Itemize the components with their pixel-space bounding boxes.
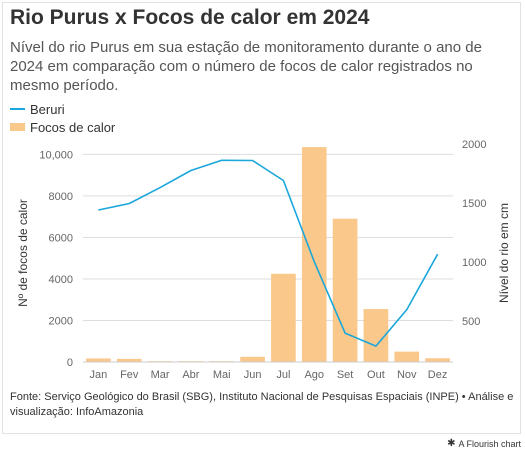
x-tick-label: Dez — [428, 369, 448, 381]
y-left-tick-label: 10,000 — [39, 149, 73, 161]
y-right-axis-title: Nível do rio em cm — [497, 203, 511, 303]
source-note: Fonte: Serviço Geológico do Brasil (SBG)… — [10, 391, 514, 418]
x-tick-label: Fev — [120, 369, 139, 381]
legend-swatch-bar — [10, 123, 25, 131]
x-tick-label: Jun — [244, 369, 262, 381]
legend-label-beruri: Beruri — [30, 101, 65, 117]
x-tick-label: Jan — [90, 369, 108, 381]
chart-subtitle: Nível do rio Purus em sua estação de mon… — [10, 39, 482, 94]
legend-item-beruri[interactable]: Beruri — [10, 100, 115, 118]
y-right-tick-label: 1500 — [462, 198, 486, 210]
x-tick-label: Set — [337, 369, 354, 381]
bar-ago — [301, 147, 327, 362]
x-tick-label: Nov — [397, 369, 417, 381]
y-left-tick-label: 2000 — [49, 315, 73, 327]
bar-jun — [240, 356, 265, 362]
bar-set — [332, 218, 358, 362]
x-tick-label: Abr — [182, 369, 199, 381]
flourish-logo-icon: ✱ — [447, 438, 456, 449]
x-tick-label: Mai — [213, 369, 231, 381]
y-right-tick-label: 1000 — [462, 257, 486, 269]
y-left-tick-label: 0 — [67, 357, 73, 369]
bar-nov — [394, 351, 420, 362]
flourish-credit-label: A Flourish chart — [458, 438, 521, 449]
y-left-tick-label: 8000 — [49, 191, 73, 203]
y-right-tick-label: 500 — [462, 316, 480, 328]
bar-fev — [116, 358, 142, 362]
x-tick-label: Mar — [151, 369, 170, 381]
y-left-axis-title: Nº de focos de calor — [16, 199, 30, 307]
flourish-credit[interactable]: ✱ A Flourish chart — [447, 438, 521, 449]
x-tick-label: Out — [367, 369, 385, 381]
y-left-tick-label: 4000 — [49, 274, 73, 286]
legend-item-focos[interactable]: Focos de calor — [10, 118, 115, 136]
bar-jan — [86, 358, 111, 362]
legend-label-focos: Focos de calor — [30, 119, 116, 135]
chart-card — [2, 2, 521, 434]
chart-title: Rio Purus x Focos de calor em 2024 — [10, 6, 370, 29]
y-left-tick-label: 6000 — [49, 232, 73, 244]
bar-jul — [271, 273, 296, 362]
x-tick-label: Ago — [304, 369, 324, 381]
legend: Beruri Focos de calor — [10, 100, 115, 136]
line-beruri — [98, 159, 439, 347]
combo-chart: 0 2000 4000 6000 8000 10,000 500 1000 1500 2000 Ja… — [16, 139, 511, 381]
bar-dez — [425, 358, 450, 362]
y-right-tick-label: 2000 — [462, 139, 486, 151]
legend-swatch-line — [10, 108, 25, 110]
x-tick-label: Jul — [276, 369, 290, 381]
